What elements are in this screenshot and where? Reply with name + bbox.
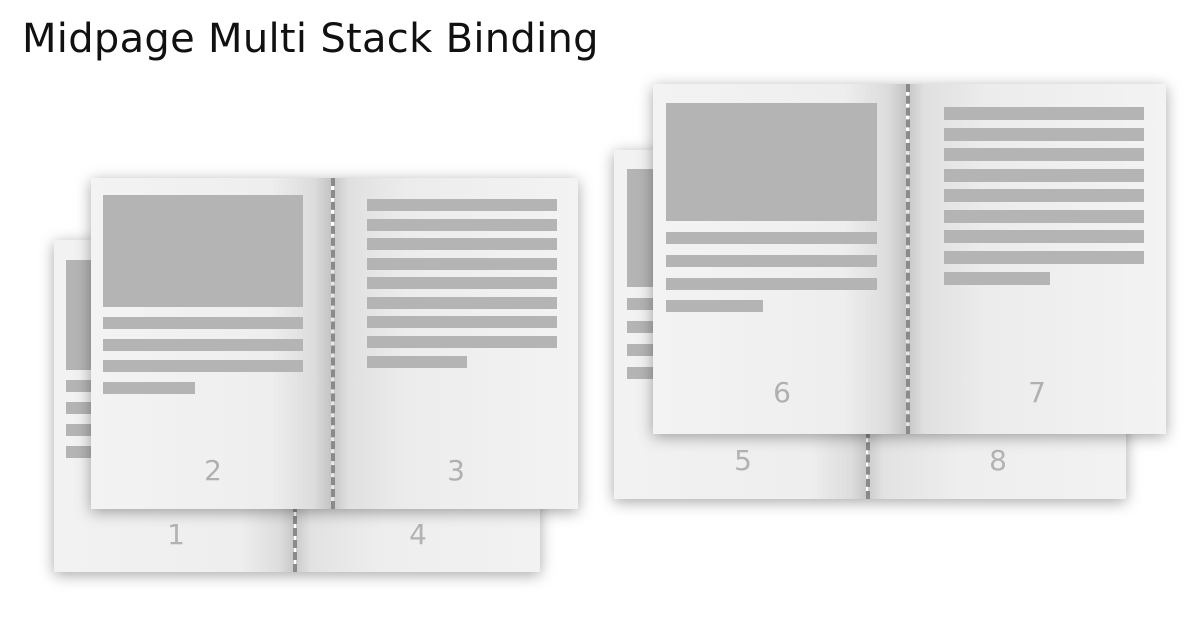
text-line-placeholder	[367, 199, 557, 211]
spine-stitch	[906, 84, 910, 434]
text-line-placeholder	[367, 258, 557, 270]
page-3: 3	[334, 178, 578, 509]
text-line-placeholder	[666, 300, 763, 312]
text-line-placeholder	[666, 232, 877, 244]
page-7: 7	[909, 84, 1166, 434]
page-number: 2	[204, 454, 222, 487]
text-line-placeholder	[944, 148, 1144, 161]
diagram-title: Midpage Multi Stack Binding	[22, 16, 599, 62]
text-line-placeholder	[944, 210, 1144, 223]
page-number: 6	[773, 376, 791, 409]
text-line-placeholder	[367, 356, 467, 368]
text-line-placeholder	[666, 255, 877, 267]
text-line-placeholder	[103, 339, 303, 351]
text-line-placeholder	[944, 251, 1144, 264]
page-number: 5	[734, 444, 752, 477]
image-placeholder	[103, 195, 303, 307]
page-number: 7	[1028, 376, 1046, 409]
text-line-placeholder	[944, 230, 1144, 243]
text-line-placeholder	[367, 336, 557, 348]
text-line-placeholder	[944, 128, 1144, 141]
spine-stitch	[331, 178, 335, 509]
text-line-placeholder	[944, 189, 1144, 202]
page-number: 4	[409, 518, 427, 551]
front-spread-1: 2 3	[91, 178, 578, 509]
front-spread-2: 6 7	[653, 84, 1166, 434]
text-line-placeholder	[367, 297, 557, 309]
image-placeholder	[666, 103, 877, 221]
text-line-placeholder	[944, 169, 1144, 182]
text-line-placeholder	[944, 272, 1050, 285]
text-line-placeholder	[367, 277, 557, 289]
text-line-placeholder	[103, 317, 303, 329]
text-line-placeholder	[103, 360, 303, 372]
text-line-placeholder	[944, 107, 1144, 120]
text-line-placeholder	[367, 238, 557, 250]
text-line-placeholder	[103, 382, 195, 394]
page-6: 6	[653, 84, 906, 434]
page-number: 3	[447, 454, 465, 487]
page-2: 2	[91, 178, 331, 509]
page-number: 1	[167, 518, 185, 551]
text-line-placeholder	[666, 278, 877, 290]
text-line-placeholder	[367, 316, 557, 328]
text-line-placeholder	[367, 219, 557, 231]
page-number: 8	[989, 444, 1007, 477]
